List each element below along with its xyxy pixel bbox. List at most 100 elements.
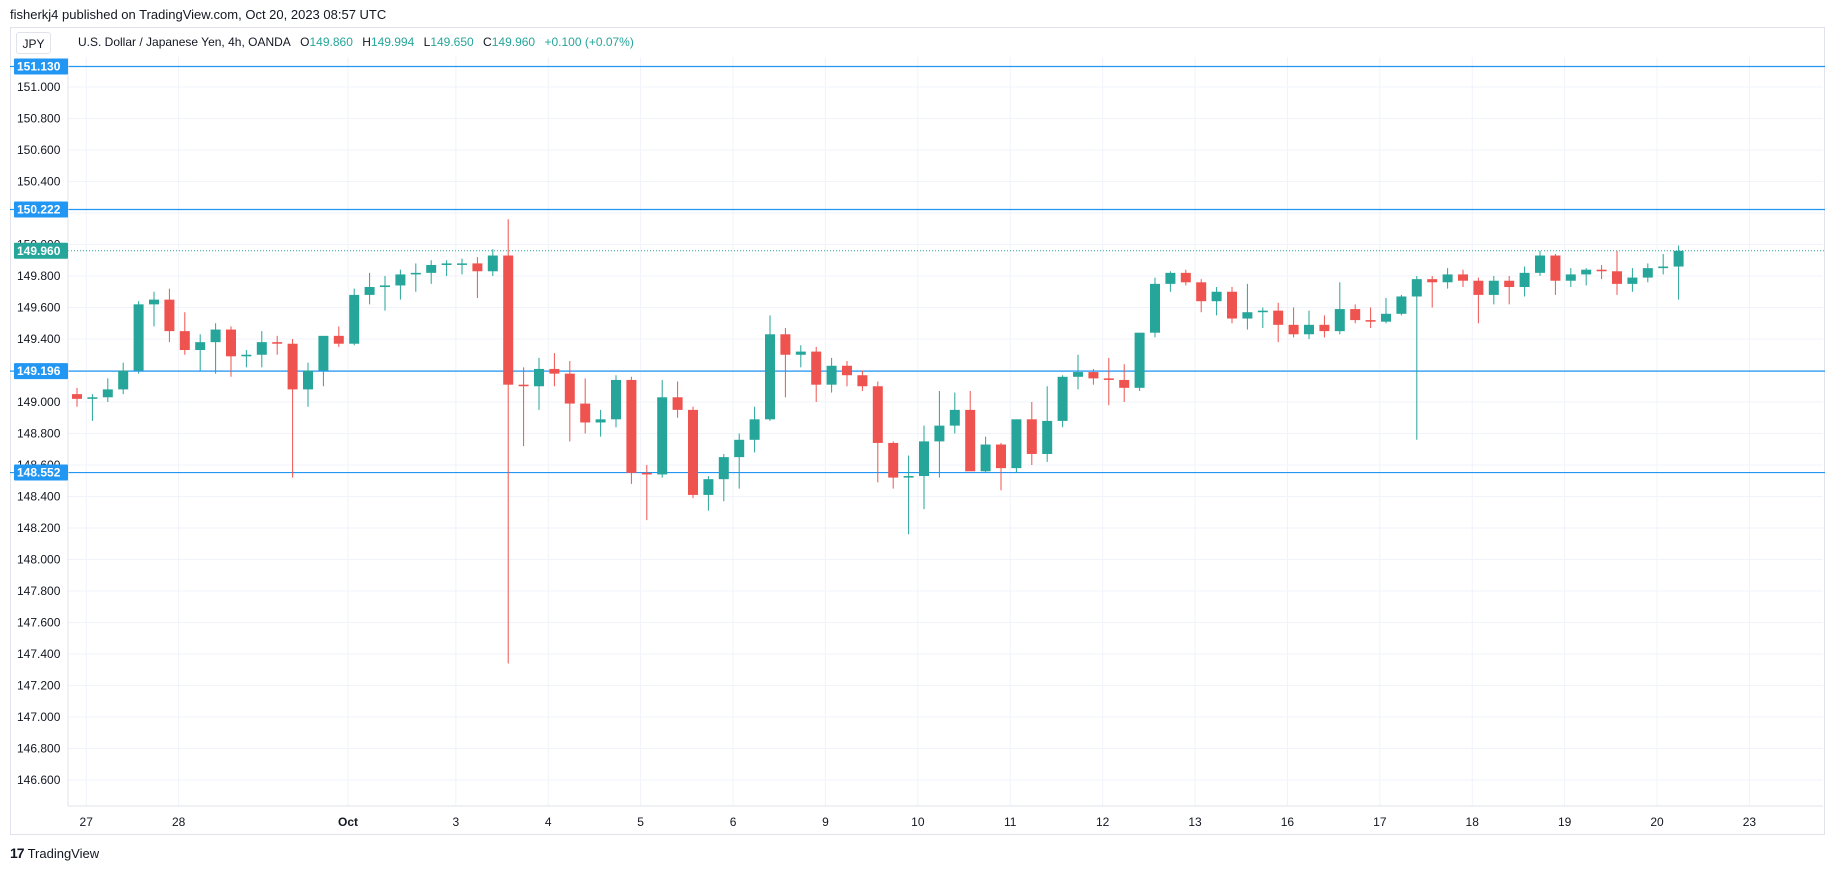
legend-high-value: 149.994	[370, 35, 415, 49]
last-price-tag	[14, 242, 68, 259]
candle-body-up	[1658, 266, 1669, 269]
x-tick-label: 12	[1096, 815, 1110, 829]
y-tick-label: 151.000	[17, 80, 61, 94]
candle-body-down	[333, 335, 344, 344]
publisher-credit: fisherkj4 published on TradingView.com, …	[10, 7, 387, 22]
candle-body-down	[842, 365, 852, 376]
candle-body-down	[1473, 280, 1484, 295]
candle-body-up	[657, 397, 668, 475]
candle-body-up	[1381, 313, 1391, 322]
legend-open-label: O	[300, 35, 310, 49]
y-tick-label: 147.000	[17, 710, 61, 724]
candle-body-down	[472, 263, 483, 272]
y-tick-label: 148.800	[17, 427, 61, 441]
candle-body-up	[718, 457, 729, 480]
candle-body-down	[688, 409, 698, 495]
candle-body-up	[749, 419, 760, 440]
x-tick-label: 6	[730, 815, 737, 829]
level-price-tag-text: 151.130	[17, 60, 61, 74]
candle-body-up	[1488, 280, 1499, 295]
candle-body-up	[734, 439, 745, 458]
candle-body-up	[1073, 372, 1083, 377]
footer-brand[interactable]: 17 TradingView	[10, 845, 99, 861]
candle-body-down	[580, 403, 591, 423]
candle-body-up	[149, 299, 159, 305]
x-tick-label: 28	[172, 815, 186, 829]
x-tick-label: 16	[1281, 815, 1295, 829]
candle-body-up	[611, 379, 621, 420]
grid-layer	[68, 57, 1823, 806]
candle-body-up	[395, 274, 406, 286]
candle-body-up	[487, 255, 498, 272]
candle-body-down	[1458, 274, 1468, 281]
candle-body-up	[1627, 277, 1638, 284]
legend-low-value: 149.650	[430, 35, 474, 49]
candle-body-down	[1196, 282, 1207, 302]
candle-body-down	[226, 329, 236, 357]
y-tick-label: 150.800	[17, 112, 61, 126]
candle-body-up	[765, 334, 775, 420]
x-tick-label: 19	[1558, 815, 1572, 829]
candle-body-up	[1334, 309, 1345, 332]
candle-body-down	[549, 368, 560, 374]
candle-body-up	[1535, 255, 1545, 273]
candle-body-up	[1257, 310, 1268, 313]
candle-body-up	[1211, 291, 1222, 302]
y-tick-label: 147.400	[17, 647, 61, 661]
candle-body-down	[179, 331, 190, 351]
candle-body-up	[241, 354, 252, 357]
candle-body-up	[303, 370, 313, 390]
candle-body-down	[780, 334, 791, 355]
candle-body-down	[672, 397, 683, 410]
legend-open-value: 149.860	[309, 35, 353, 49]
candle-body-down	[1227, 291, 1237, 319]
candle-body-down	[1273, 310, 1284, 325]
x-tick-label: 18	[1466, 815, 1480, 829]
candle-body-down	[1180, 272, 1191, 283]
last-price-tag-text: 149.960	[17, 244, 61, 258]
level-price-tag	[14, 464, 68, 481]
y-tick-label: 149.000	[17, 395, 61, 409]
candle-body-down	[1504, 280, 1515, 288]
x-tick-label: 3	[452, 815, 459, 829]
x-tick-label: 11	[1004, 815, 1017, 829]
candle-body-down	[888, 442, 899, 478]
chart-legend: U.S. Dollar / Japanese Yen, 4h, OANDA O1…	[78, 35, 634, 49]
chart-frame	[10, 27, 1825, 835]
candle-body-up	[534, 368, 544, 387]
candle-body-up	[1011, 419, 1022, 469]
candle-body-down	[1596, 269, 1607, 272]
candle-body-down	[518, 384, 529, 387]
candle-body-down	[872, 386, 883, 443]
candle-body-down	[72, 394, 82, 399]
legend-title: U.S. Dollar / Japanese Yen, 4h, OANDA	[78, 35, 291, 49]
candle-body-down	[1288, 324, 1299, 335]
level-price-tag-text: 148.552	[17, 466, 61, 480]
level-price-tag-text: 150.222	[17, 203, 61, 217]
candle-body-down	[641, 472, 652, 475]
candle-body-up	[919, 441, 929, 477]
candle-body-up	[1165, 272, 1176, 284]
x-tick-label: Oct	[338, 815, 358, 829]
candle-body-up	[826, 365, 837, 385]
x-tick-label: 17	[1373, 815, 1387, 829]
y-tick-label: 148.200	[17, 521, 61, 535]
legend-close-value: 149.960	[491, 35, 536, 49]
candle-body-down	[503, 255, 514, 385]
legend-change: +0.100 (+0.07%)	[544, 35, 634, 49]
symbol-button[interactable]: JPY	[16, 32, 51, 54]
candle-body-up	[118, 370, 129, 390]
candle-body-up	[795, 351, 806, 355]
candle-body-up	[980, 444, 991, 472]
tradingview-logo-icon: 17	[10, 845, 25, 861]
candle-body-up	[318, 335, 329, 371]
candle-body-up	[1150, 283, 1160, 333]
candle-body-down	[965, 409, 976, 472]
candle-body-down	[626, 379, 637, 473]
candle-body-up	[426, 264, 437, 273]
x-tick-label: 13	[1188, 815, 1202, 829]
candle-body-up	[1134, 332, 1145, 388]
x-tick-label: 9	[822, 815, 829, 829]
legend-low-label: L	[423, 35, 431, 49]
